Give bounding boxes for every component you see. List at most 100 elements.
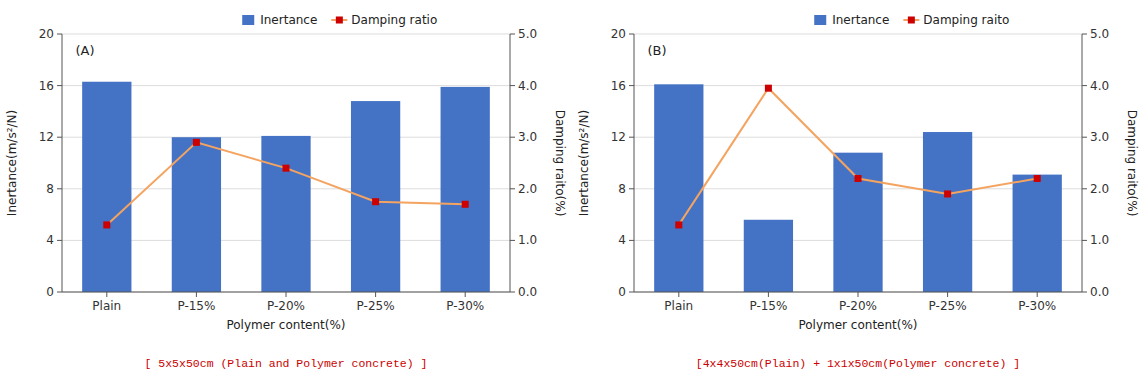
tick [1082,85,1087,86]
tick-label: P-25% [929,299,967,313]
tick-label: P-15% [177,299,215,313]
tick-label: 1.0 [518,233,537,247]
grid-line [62,34,510,35]
marker [462,201,469,208]
tick [678,292,679,297]
tick [57,85,62,86]
tick [57,34,62,35]
tick-label: 0 [46,285,54,299]
tick-label: P-15% [749,299,787,313]
legend-item: Damping raito [903,13,1009,27]
legend-marker [908,17,915,24]
y-axis [634,34,635,292]
y-axis-title: Inertance(m/s²/N) [577,110,591,216]
tick-label: P-20% [839,299,877,313]
y2-axis [1082,34,1083,292]
plot-area [654,84,1062,292]
legend: Inertance Damping ratio [242,13,437,27]
marker [765,85,772,92]
chart: 0481216200.01.02.03.04.05.0PlainP-15%P-2… [577,13,1139,370]
legend-label: Damping raito [923,13,1009,27]
tick-label: 5.0 [518,27,537,41]
tick [286,292,287,297]
legend-item: Inertance [814,13,889,27]
tick [947,292,948,297]
plot-area [82,82,490,292]
tick-label: 12 [611,130,626,144]
y2-axis-title: Damping raito(%) [553,110,567,217]
bar [441,87,490,292]
legend-item: Damping ratio [331,13,437,27]
tick-label: 5.0 [1090,27,1109,41]
line [679,88,1037,225]
tick [1082,34,1087,35]
tick [510,137,515,138]
line [107,142,465,225]
marker [283,165,290,172]
tick [375,292,376,297]
tick [510,34,515,35]
y2-axis-title: Damping raito(%) [1125,110,1139,217]
marker [675,221,682,228]
tick [510,85,515,86]
legend: Inertance Damping raito [814,13,1009,27]
bar [744,220,793,292]
marker [103,221,110,228]
tick [629,292,634,293]
tick [106,292,107,297]
background [0,0,1144,375]
x-axis-title: Polymer content(%) [226,318,345,332]
legend-swatch [242,15,254,25]
tick-label: 16 [39,79,54,93]
grid-line [634,34,1082,35]
tick-label: 1.0 [1090,233,1109,247]
tick [629,137,634,138]
tick-label: Plain [664,299,693,313]
tick-label: 4 [46,233,54,247]
tick [1082,188,1087,189]
tick-label: 4.0 [1090,79,1109,93]
tick-label: 8 [46,182,54,196]
bar [654,84,703,292]
tick-label: 3.0 [518,130,537,144]
y-axis-title: Inertance(m/s²/N) [5,110,19,216]
tick-label: 8 [618,182,626,196]
tick [1082,292,1087,293]
tick [1082,240,1087,241]
tick [510,292,515,293]
tick [57,137,62,138]
tick [57,188,62,189]
panel-label: (B) [647,43,666,58]
tick [858,292,859,297]
tick [510,188,515,189]
bar [923,132,972,292]
tick [510,240,515,241]
marker [372,198,379,205]
legend-label: Damping ratio [351,13,437,27]
x-axis-title: Polymer content(%) [798,318,917,332]
marker [855,175,862,182]
marker [944,190,951,197]
marker [1034,175,1041,182]
tick-label: P-25% [357,299,395,313]
marker [193,139,200,146]
tick-label: 16 [611,79,626,93]
tick [465,292,466,297]
tick [629,188,634,189]
bar [1013,175,1062,292]
tick [57,240,62,241]
tick [57,292,62,293]
legend-label: Inertance [260,13,317,27]
tick-label: 0.0 [1090,285,1109,299]
tick-label: P-30% [446,299,484,313]
tick-label: 4 [618,233,626,247]
tick [1082,137,1087,138]
tick-label: 20 [611,27,626,41]
tick-label: 0 [618,285,626,299]
caption: [4x4x50cm(Plain) + 1x1x50cm(Polymer conc… [696,357,1020,370]
y2-axis [510,34,511,292]
tick-label: 20 [39,27,54,41]
tick-label: Plain [92,299,121,313]
y-axis [62,34,63,292]
tick [196,292,197,297]
